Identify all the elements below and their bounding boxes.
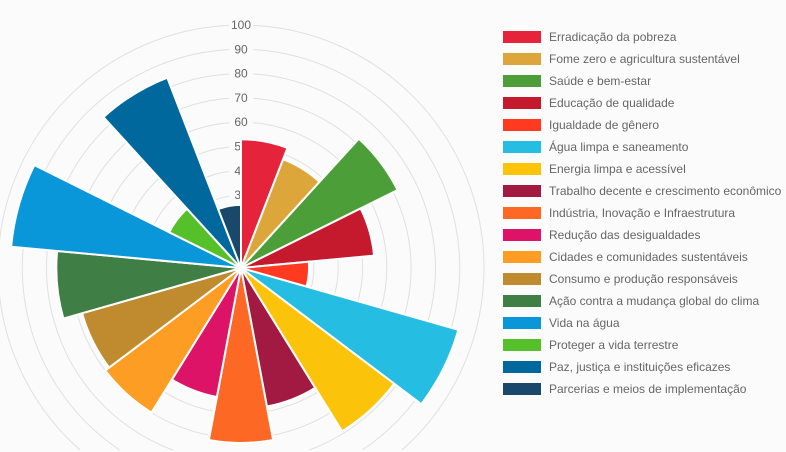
- legend-item[interactable]: Consumo e produção responsáveis: [503, 268, 781, 290]
- tick-label: 60: [234, 115, 248, 129]
- slice-3[interactable]: [240, 137, 399, 269]
- legend-item[interactable]: Paz, justiça e instituições eficazes: [503, 356, 781, 378]
- tick-label-bg: [229, 66, 253, 81]
- legend-item[interactable]: Água limpa e saneamento: [503, 136, 781, 158]
- legend-label: Energia limpa e acessível: [549, 162, 686, 176]
- legend-item[interactable]: Erradicação da pobreza: [503, 26, 781, 48]
- legend-swatch: [503, 251, 541, 263]
- legend-item[interactable]: Saúde e bem-estar: [503, 70, 781, 92]
- legend-item[interactable]: Ação contra a mudança global do clima: [503, 290, 781, 312]
- legend-swatch: [503, 185, 541, 197]
- polar-area-chart: 102030405060708090100: [0, 18, 485, 451]
- legend-item[interactable]: Vida na água: [503, 312, 781, 334]
- legend-swatch: [503, 273, 541, 285]
- legend-label: Erradicação da pobreza: [549, 30, 677, 44]
- tick-label: 70: [234, 91, 248, 105]
- legend-swatch: [503, 207, 541, 219]
- legend-swatch: [503, 383, 541, 395]
- legend-label: Fome zero e agricultura sustentável: [549, 52, 740, 66]
- slice-14[interactable]: [10, 163, 242, 269]
- tick-label-bg: [229, 90, 253, 105]
- legend-label: Parcerias e meios de implementação: [549, 382, 747, 396]
- tick-label-bg: [229, 115, 253, 130]
- tick-label: 100: [231, 18, 251, 32]
- legend-item[interactable]: Proteger a vida terrestre: [503, 334, 781, 356]
- legend-swatch: [503, 141, 541, 153]
- legend-label: Paz, justiça e instituições eficazes: [549, 360, 731, 374]
- legend-swatch: [503, 317, 541, 329]
- legend-swatch: [503, 163, 541, 175]
- legend-label: Ação contra a mudança global do clima: [549, 294, 760, 308]
- legend-item[interactable]: Cidades e comunidades sustentáveis: [503, 246, 781, 268]
- legend-item[interactable]: Parcerias e meios de implementação: [503, 378, 781, 400]
- legend-swatch: [503, 361, 541, 373]
- legend-item[interactable]: Igualdade de gênero: [503, 114, 781, 136]
- legend-label: Indústria, Inovação e Infraestrutura: [549, 206, 736, 220]
- tick-label: 80: [234, 67, 248, 81]
- slice-17[interactable]: [216, 203, 242, 269]
- legend-item[interactable]: Energia limpa e acessível: [503, 158, 781, 180]
- legend-item[interactable]: Educação de qualidade: [503, 92, 781, 114]
- tick-label-bg: [229, 18, 253, 32]
- slice-16[interactable]: [102, 76, 242, 269]
- legend-label: Cidades e comunidades sustentáveis: [549, 250, 748, 264]
- legend-label: Educação de qualidade: [549, 96, 675, 110]
- legend-swatch: [503, 53, 541, 65]
- legend-label: Saúde e bem-estar: [549, 74, 652, 88]
- legend-item[interactable]: Trabalho decente e crescimento econômico: [503, 180, 781, 202]
- legend-item[interactable]: Indústria, Inovação e Infraestrutura: [503, 202, 781, 224]
- legend-swatch: [503, 75, 541, 87]
- legend-item[interactable]: Redução das desigualdades: [503, 224, 781, 246]
- tick-label: 90: [234, 42, 248, 56]
- legend-item[interactable]: Fome zero e agricultura sustentável: [503, 48, 781, 70]
- legend-label: Consumo e produção responsáveis: [549, 272, 738, 286]
- slice-7[interactable]: [240, 267, 396, 433]
- chart-legend: Erradicação da pobreza Fome zero e agricu…: [503, 26, 781, 400]
- legend-label: Igualdade de gênero: [549, 118, 660, 132]
- legend-label: Água limpa e saneamento: [549, 140, 689, 154]
- legend-label: Redução das desigualdades: [549, 228, 701, 242]
- legend-label: Trabalho decente e crescimento econômico: [549, 184, 782, 198]
- slice-9[interactable]: [207, 267, 275, 444]
- tick-label-bg: [229, 42, 253, 57]
- legend-swatch: [503, 295, 541, 307]
- legend-swatch: [503, 229, 541, 241]
- legend-label: Vida na água: [549, 316, 620, 330]
- slice-11[interactable]: [103, 267, 242, 414]
- legend-swatch: [503, 119, 541, 131]
- chart-slices: [10, 76, 460, 444]
- slice-4[interactable]: [240, 207, 376, 269]
- legend-swatch: [503, 339, 541, 351]
- slice-6[interactable]: [240, 267, 460, 406]
- legend-swatch: [503, 97, 541, 109]
- legend-swatch: [503, 31, 541, 43]
- legend-label: Proteger a vida terrestre: [549, 338, 679, 352]
